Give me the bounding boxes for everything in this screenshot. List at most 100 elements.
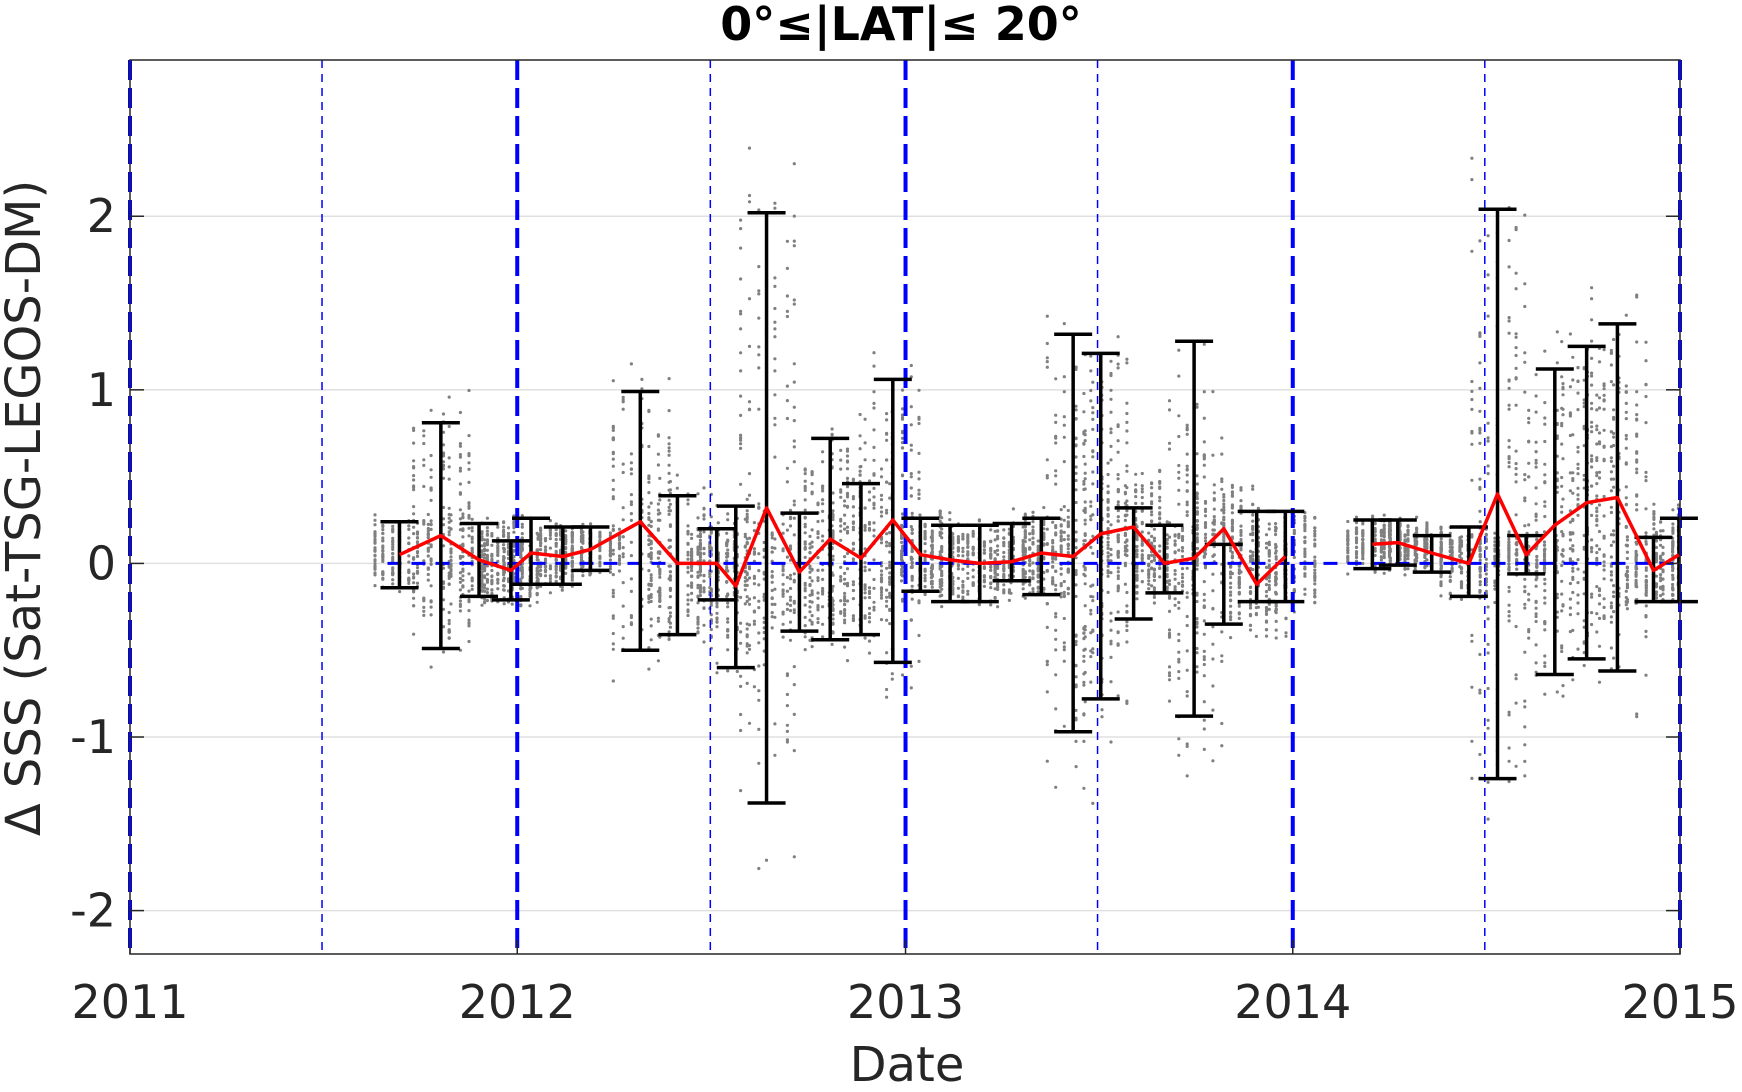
scatter-point bbox=[1107, 555, 1110, 558]
scatter-point bbox=[773, 285, 776, 288]
scatter-point bbox=[1063, 375, 1066, 378]
scatter-point bbox=[1203, 674, 1206, 677]
scatter-point bbox=[726, 552, 729, 555]
scatter-point bbox=[1249, 606, 1252, 609]
scatter-point bbox=[1063, 322, 1066, 325]
scatter-point bbox=[746, 635, 749, 638]
scatter-point bbox=[1054, 629, 1057, 632]
scatter-point bbox=[612, 552, 615, 555]
scatter-point bbox=[657, 502, 660, 505]
scatter-point bbox=[658, 552, 661, 555]
scatter-point bbox=[1089, 500, 1092, 503]
scatter-point bbox=[512, 579, 515, 582]
scatter-point bbox=[448, 396, 451, 399]
scatter-point bbox=[412, 478, 415, 481]
scatter-point bbox=[412, 526, 415, 529]
scatter-point bbox=[910, 618, 913, 621]
scatter-point bbox=[793, 362, 796, 365]
scatter-point bbox=[1054, 533, 1057, 536]
scatter-point bbox=[512, 572, 515, 575]
scatter-point bbox=[1063, 424, 1066, 427]
scatter-point bbox=[900, 568, 903, 571]
scatter-point bbox=[1084, 625, 1087, 628]
scatter-point bbox=[609, 553, 612, 556]
scatter-point bbox=[430, 613, 433, 616]
scatter-point bbox=[765, 859, 768, 862]
scatter-point bbox=[416, 530, 419, 533]
scatter-point bbox=[1195, 625, 1198, 628]
scatter-point bbox=[1022, 587, 1025, 590]
scatter-point bbox=[657, 463, 660, 466]
scatter-point bbox=[449, 547, 452, 550]
scatter-point bbox=[843, 578, 846, 581]
scatter-point bbox=[872, 459, 875, 462]
scatter-point bbox=[1293, 529, 1296, 532]
scatter-point bbox=[839, 575, 842, 578]
scatter-point bbox=[1147, 532, 1150, 535]
scatter-point bbox=[1109, 629, 1112, 632]
scatter-point bbox=[1051, 548, 1054, 551]
scatter-point bbox=[771, 589, 774, 592]
scatter-point bbox=[1268, 527, 1271, 530]
scatter-point bbox=[961, 554, 964, 557]
scatter-point bbox=[461, 543, 464, 546]
scatter-point bbox=[996, 544, 999, 547]
scatter-point bbox=[1168, 408, 1171, 411]
scatter-point bbox=[773, 754, 776, 757]
scatter-point bbox=[650, 547, 653, 550]
scatter-point bbox=[1211, 390, 1214, 393]
scatter-point bbox=[852, 526, 855, 529]
scatter-point bbox=[746, 520, 749, 523]
scatter-point bbox=[658, 605, 661, 608]
scatter-point bbox=[1089, 631, 1092, 634]
scatter-point bbox=[793, 381, 796, 384]
scatter-point bbox=[618, 542, 621, 545]
scatter-point bbox=[668, 472, 671, 475]
scatter-point bbox=[1084, 472, 1087, 475]
scatter-point bbox=[1028, 532, 1031, 535]
scatter-point bbox=[373, 554, 376, 557]
scatter-point bbox=[580, 534, 583, 537]
scatter-point bbox=[880, 498, 883, 501]
scatter-point bbox=[1168, 610, 1171, 613]
scatter-point bbox=[1107, 544, 1110, 547]
scatter-point bbox=[816, 617, 819, 620]
scatter-point bbox=[1168, 636, 1171, 639]
scatter-point bbox=[1109, 656, 1112, 659]
scatter-point bbox=[1037, 546, 1040, 549]
scatter-point bbox=[486, 599, 489, 602]
scatter-point bbox=[571, 539, 574, 542]
scatter-point bbox=[373, 565, 376, 568]
scatter-point bbox=[544, 566, 547, 569]
scatter-point bbox=[821, 539, 824, 542]
scatter-point bbox=[821, 510, 824, 513]
scatter-point bbox=[1124, 553, 1127, 556]
scatter-point bbox=[843, 614, 846, 617]
scatter-point bbox=[650, 638, 653, 641]
scatter-point bbox=[1082, 681, 1085, 684]
scatter-point bbox=[502, 571, 505, 574]
scatter-point bbox=[739, 395, 742, 398]
scatter-point bbox=[699, 568, 702, 571]
scatter-point bbox=[702, 552, 705, 555]
scatter-point bbox=[989, 552, 992, 555]
scatter-point bbox=[398, 590, 401, 593]
scatter-point bbox=[868, 607, 871, 610]
scatter-point bbox=[1203, 658, 1206, 661]
scatter-point bbox=[911, 579, 914, 582]
scatter-point bbox=[1150, 510, 1153, 513]
scatter-point bbox=[1002, 567, 1005, 570]
scatter-point bbox=[1051, 521, 1054, 524]
scatter-point bbox=[1067, 525, 1070, 528]
scatter-point bbox=[483, 538, 486, 541]
scatter-point bbox=[880, 579, 883, 582]
scatter-point bbox=[1153, 556, 1156, 559]
scatter-point bbox=[539, 574, 542, 577]
scatter-point bbox=[1195, 665, 1198, 668]
scatter-point bbox=[1203, 457, 1206, 460]
scatter-point bbox=[612, 429, 615, 432]
scatter-point bbox=[843, 504, 846, 507]
scatter-point bbox=[521, 543, 524, 546]
scatter-point bbox=[1268, 551, 1271, 554]
scatter-point bbox=[931, 529, 934, 532]
